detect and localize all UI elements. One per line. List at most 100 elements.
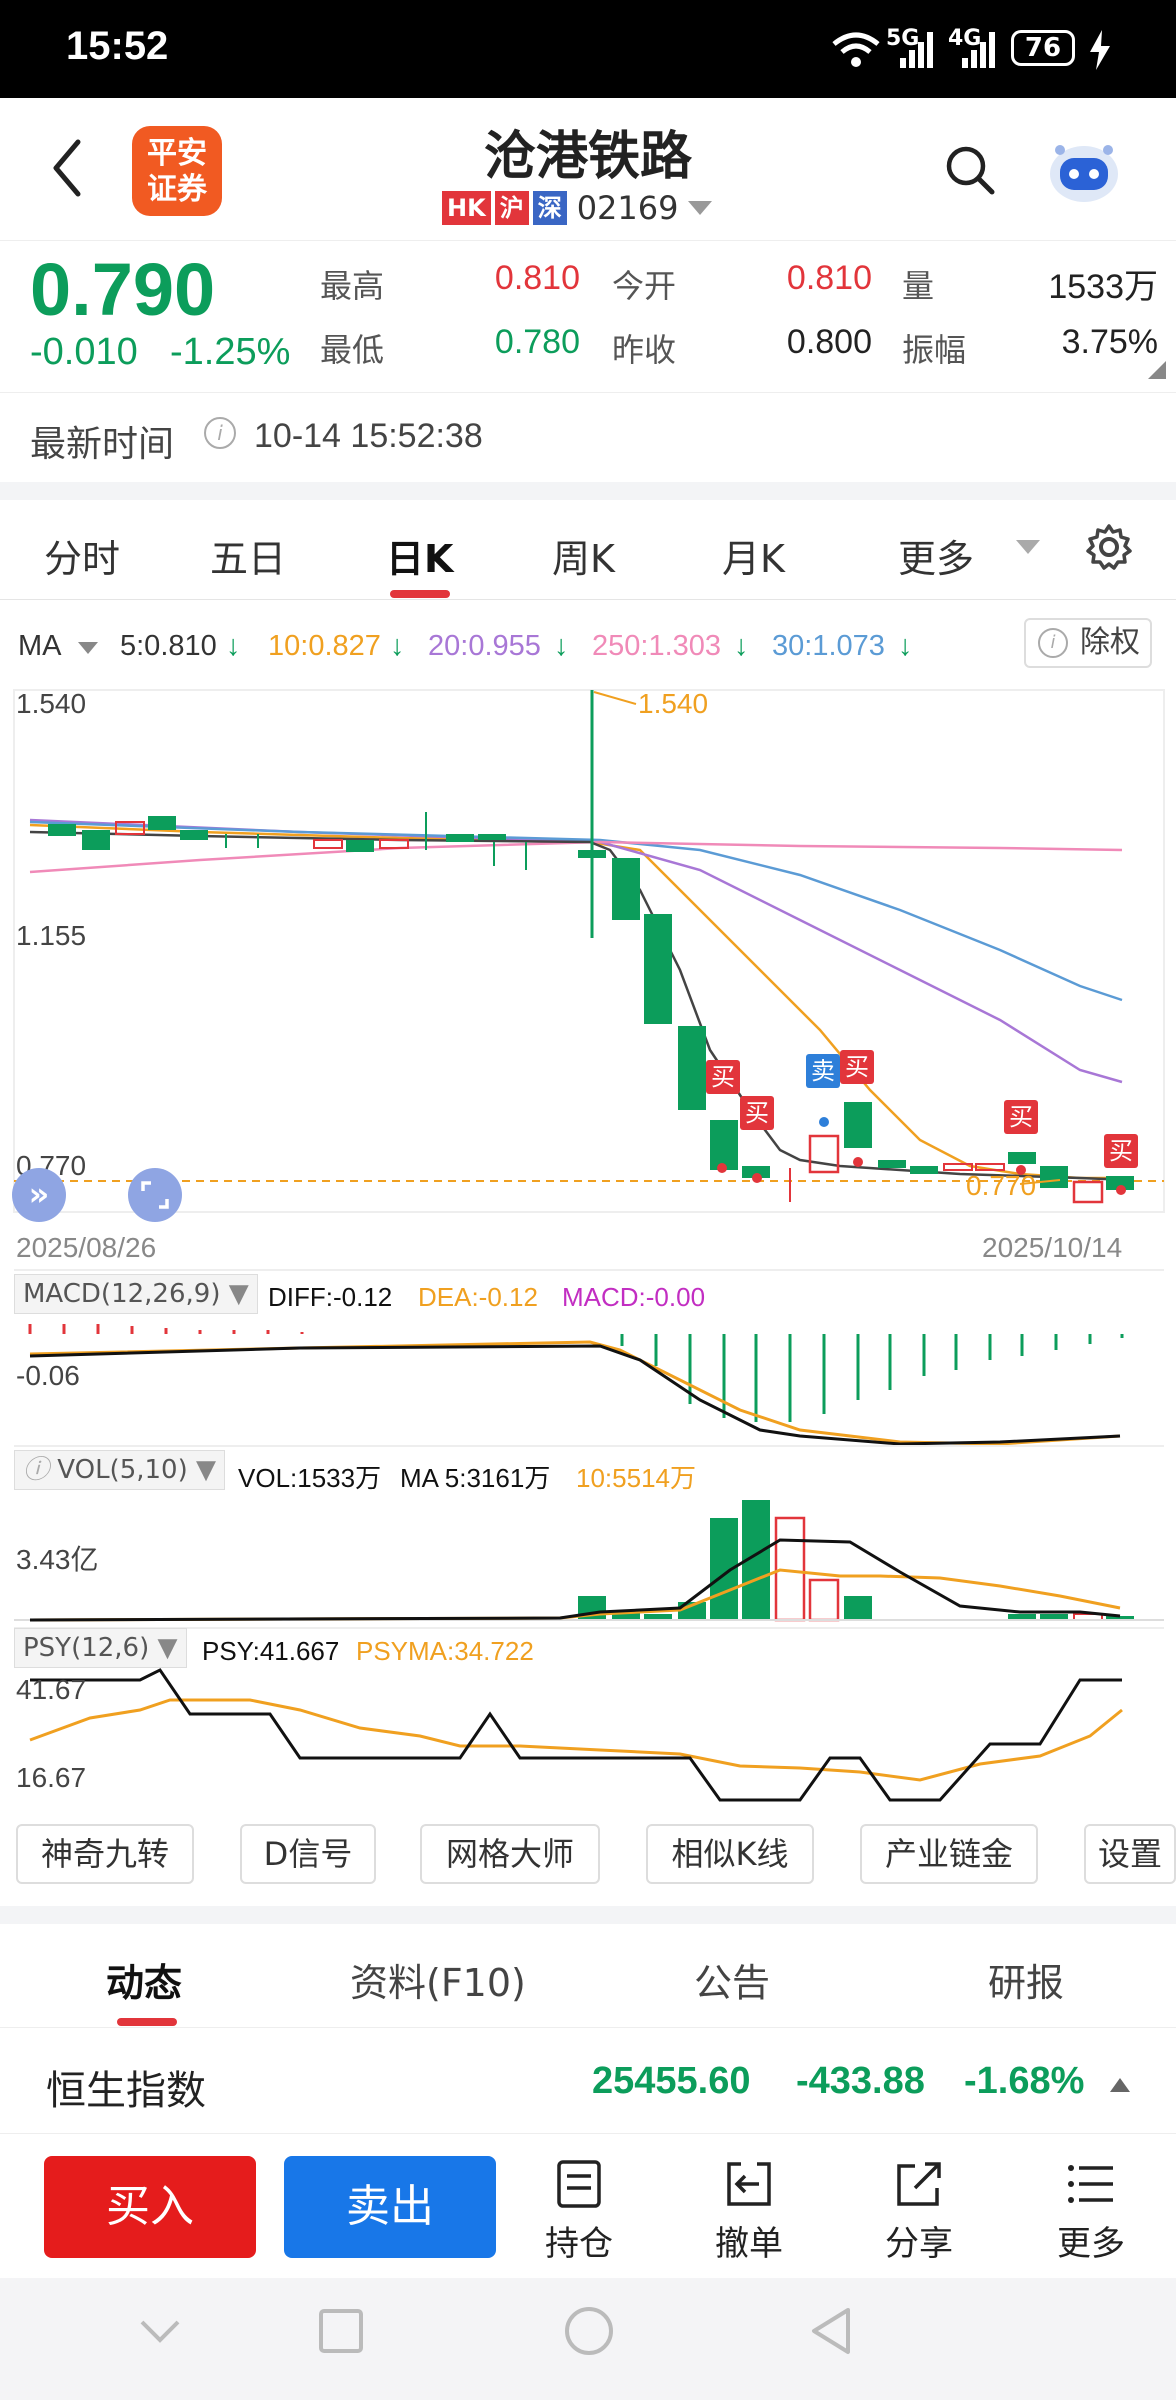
tab-weekly-k[interactable]: 周K: [552, 537, 615, 581]
candle: [1072, 1180, 1104, 1204]
expand-corner-icon[interactable]: [1148, 361, 1166, 379]
positions-button[interactable]: 持仓: [524, 2158, 634, 2268]
signal-dot: [819, 1117, 829, 1127]
macd-value: MACD:-0.00: [562, 1282, 706, 1312]
ma30-down-arrow-icon: ↓: [898, 630, 913, 662]
ex-rights-button[interactable]: i 除权: [1024, 618, 1152, 668]
tab-monthly-k[interactable]: 月K: [722, 537, 785, 581]
broker-logo: 平安 证券: [132, 126, 222, 216]
stock-name: 沧港铁路: [483, 127, 692, 187]
quote-value-prev-close: 0.800: [786, 323, 872, 361]
more-dropdown-icon[interactable]: [1016, 540, 1040, 556]
psy-label-text: PSY(12,6): [23, 1633, 150, 1663]
signal-dot: [1016, 1165, 1026, 1175]
candle: [313, 839, 343, 849]
signal-dot: [853, 1157, 863, 1167]
info-icon[interactable]: i: [204, 417, 236, 449]
buy-signal-tag[interactable]: 买: [740, 1096, 774, 1130]
nav-hide-keyboard-icon[interactable]: [140, 2318, 180, 2344]
tool-industry-chain[interactable]: 产业链金: [860, 1824, 1038, 1884]
chevron-up-icon[interactable]: [1110, 2078, 1130, 2092]
sell-button[interactable]: 卖出: [284, 2156, 496, 2258]
kline-chart-area[interactable]: 1.540 1.155 0.770 1.540 0.770 2025/08/26…: [0, 670, 1176, 1820]
nav-home-icon[interactable]: [564, 2306, 614, 2356]
fullscreen-icon[interactable]: [128, 1168, 182, 1222]
quote-value-volume: 1533万: [1048, 268, 1158, 306]
tab-daily-k[interactable]: 日K: [386, 537, 454, 581]
buy-signal-tag[interactable]: 买: [1104, 1134, 1138, 1168]
ma5-value: 5:0.810: [120, 630, 217, 662]
vol-indicator-label[interactable]: ⓘ VOL(5,10) ▼: [14, 1450, 226, 1490]
tab-announcements[interactable]: 公告: [694, 1961, 771, 2005]
info-icon: i: [1038, 628, 1068, 658]
sell-signal-tag[interactable]: 卖: [806, 1054, 840, 1088]
ai-assistant-robot-icon[interactable]: [1044, 134, 1124, 206]
high-marker-line: [593, 691, 637, 705]
tool-settings[interactable]: 设置: [1084, 1824, 1176, 1884]
tab-intraday[interactable]: 分时: [44, 537, 121, 581]
macd-indicator-label[interactable]: MACD(12,26,9) ▼: [14, 1274, 258, 1314]
share-label: 分享: [885, 2224, 953, 2264]
ma-label[interactable]: MA: [18, 630, 62, 662]
candle: [808, 1134, 840, 1174]
info-icon: ⓘ: [23, 1455, 50, 1485]
share-button[interactable]: 分享: [864, 2158, 974, 2268]
kline-candles: [48, 690, 1134, 1204]
expand-sidebar-icon[interactable]: »: [12, 1168, 66, 1222]
signal-4g-icon: [962, 32, 995, 68]
ma10-value: 10:0.827: [268, 630, 381, 662]
psyma-line: [29, 1698, 1123, 1782]
buy-signal-tag[interactable]: 买: [706, 1060, 740, 1094]
signal-5g-icon: [900, 32, 933, 68]
tab-five-day[interactable]: 五日: [210, 537, 287, 581]
buy-signal-tag[interactable]: 买: [840, 1050, 874, 1084]
tab-f10[interactable]: 资料(F10): [350, 1961, 526, 2005]
ma20-down-arrow-icon: ↓: [554, 630, 569, 662]
candle: [115, 821, 145, 835]
stock-code-selector[interactable]: HK 沪 深 02169: [442, 189, 713, 227]
quote-label-high: 最高: [320, 267, 385, 305]
chart-settings-gear-icon[interactable]: [1084, 522, 1134, 572]
more-menu-button[interactable]: 更多: [1036, 2158, 1146, 2268]
latest-time-value: 10-14 15:52:38: [254, 417, 483, 455]
tab-research[interactable]: 研报: [988, 1961, 1065, 2005]
last-price: 0.790: [30, 248, 216, 331]
buy-button[interactable]: 买入: [44, 2156, 256, 2258]
charging-icon: [1090, 30, 1110, 70]
candle: [1106, 1176, 1134, 1190]
tool-similar-kline[interactable]: 相似K线: [646, 1824, 814, 1884]
price-change-pct: -1.25%: [170, 331, 291, 373]
ma250-down-arrow-icon: ↓: [734, 630, 749, 662]
ma250-value: 250:1.303: [592, 630, 722, 662]
tool-grid-master[interactable]: 网格大师: [420, 1824, 600, 1884]
back-arrow-icon[interactable]: [48, 138, 88, 198]
tab-more[interactable]: 更多: [898, 537, 975, 581]
tool-d-signal[interactable]: D信号: [240, 1824, 376, 1884]
ma30-line: [29, 820, 1123, 1002]
cancel-order-button[interactable]: 撤单: [694, 2158, 804, 2268]
tag-sz: 深: [532, 191, 567, 225]
vol-ma5: MA 5:3161万: [400, 1463, 551, 1493]
trade-action-bar: 买入 卖出 持仓 撤单 分享 更多: [0, 2136, 1176, 2276]
vol-value: VOL:1533万: [238, 1463, 382, 1493]
buy-signal-tag[interactable]: 买: [1004, 1100, 1038, 1134]
quote-label-low: 最低: [320, 331, 385, 369]
vol-label-text: VOL(5,10): [57, 1455, 188, 1485]
kline-chart-svg[interactable]: [0, 670, 1176, 1820]
content-tabs: 动态 资料(F10) 公告 研报: [0, 1928, 1176, 2028]
more-label: 更多: [1057, 2224, 1125, 2264]
candle: [1008, 1152, 1036, 1164]
tool-magic-nine[interactable]: 神奇九转: [16, 1824, 194, 1884]
active-subtab-indicator: [117, 2018, 177, 2026]
hang-seng-index-row[interactable]: 恒生指数 25455.60 -433.88 -1.68%: [0, 2030, 1176, 2134]
psy-indicator-label[interactable]: PSY(12,6) ▼: [14, 1628, 187, 1668]
search-icon[interactable]: [944, 144, 996, 196]
signal-dot: [1116, 1185, 1126, 1195]
candle: [612, 858, 640, 920]
nav-back-icon[interactable]: [808, 2306, 854, 2356]
nav-recents-icon[interactable]: [318, 2308, 364, 2354]
candle: [1040, 1166, 1068, 1188]
ma-dropdown-icon[interactable]: [78, 642, 98, 656]
index-name: 恒生指数: [46, 2068, 206, 2114]
tab-news[interactable]: 动态: [106, 1961, 183, 2005]
